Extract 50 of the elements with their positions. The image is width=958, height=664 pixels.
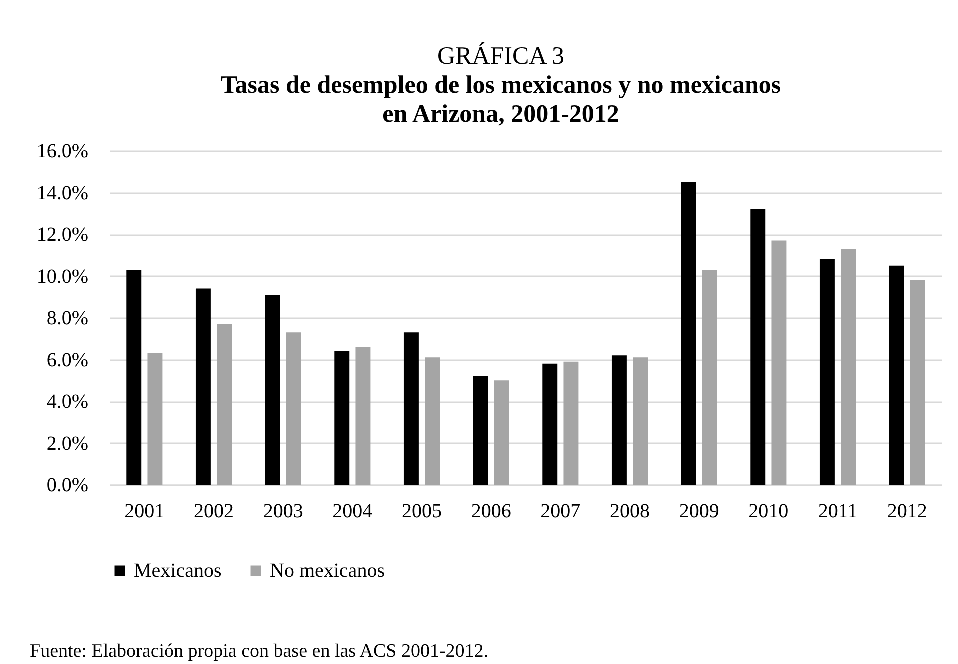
bar xyxy=(841,249,856,485)
bar xyxy=(265,295,280,485)
bar xyxy=(404,332,419,485)
bar xyxy=(473,376,488,485)
bar xyxy=(425,358,440,485)
x-tick-label: 2006 xyxy=(471,500,512,522)
x-tick-label: 2012 xyxy=(887,500,928,522)
bar xyxy=(542,364,558,485)
x-tick-label: 2008 xyxy=(610,500,650,522)
x-tick-label: 2009 xyxy=(679,500,720,522)
bar xyxy=(681,182,696,485)
bar xyxy=(910,280,926,485)
y-tick-label: 8.0% xyxy=(46,308,88,330)
bar xyxy=(148,353,163,485)
bar xyxy=(334,351,350,485)
x-tick-label: 2007 xyxy=(540,500,581,522)
x-tick-label: 2001 xyxy=(124,500,165,522)
bar xyxy=(750,209,766,485)
chart-subtitle: Tasas de desempleo de los mexicanos y no mexicanos en Arizona, 2001-2012 xyxy=(220,72,782,128)
legend-label: Mexicanos xyxy=(134,560,222,582)
bar xyxy=(126,270,142,485)
x-tick-label: 2004 xyxy=(332,500,373,522)
y-tick-label: 6.0% xyxy=(46,349,88,372)
bar xyxy=(217,324,232,485)
x-tick-label: 2003 xyxy=(263,500,304,522)
y-tick-label: 16.0% xyxy=(36,140,88,162)
x-tick-label: 2005 xyxy=(402,500,442,522)
chart-title: GRÁFICA 3 xyxy=(437,42,565,70)
bar xyxy=(196,288,211,485)
y-tick-label: 2.0% xyxy=(46,432,88,455)
bar xyxy=(889,266,904,485)
bar xyxy=(286,332,302,485)
y-tick-label: 0.0% xyxy=(46,474,88,496)
bar xyxy=(494,380,510,485)
y-tick-label: 10.0% xyxy=(36,266,88,288)
y-tick-label: 12.0% xyxy=(36,224,88,246)
y-tick-label: 4.0% xyxy=(46,391,88,413)
bar xyxy=(564,362,579,485)
x-tick-label: 2011 xyxy=(818,500,858,522)
bar xyxy=(772,240,787,485)
source-note: Fuente: Elaboración propia con base en las ACS 2001-2012. xyxy=(30,641,489,662)
bar xyxy=(612,356,627,485)
x-tick-label: 2002 xyxy=(194,500,234,522)
bar xyxy=(702,270,718,485)
bar xyxy=(356,347,371,485)
bar xyxy=(633,358,648,485)
y-tick-label: 14.0% xyxy=(36,182,88,204)
x-tick-label: 2010 xyxy=(748,500,789,522)
bar xyxy=(820,260,835,485)
legend-label: No mexicanos xyxy=(270,560,386,582)
